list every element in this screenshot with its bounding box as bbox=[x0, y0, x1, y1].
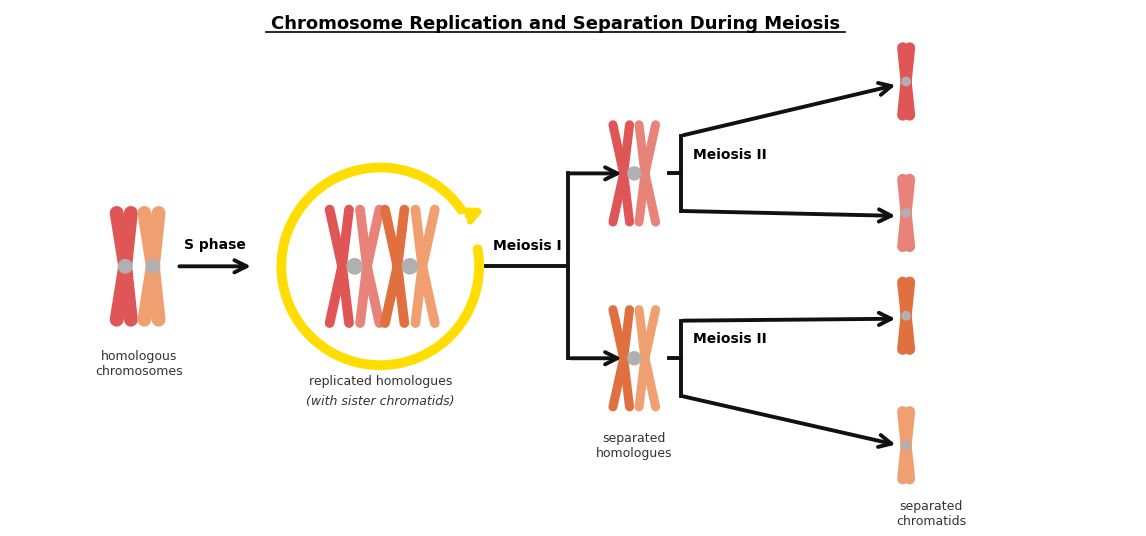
Text: replicated homologues: replicated homologues bbox=[308, 375, 452, 388]
Text: Meiosis II: Meiosis II bbox=[692, 147, 767, 161]
Text: homologous
chromosomes: homologous chromosomes bbox=[95, 351, 183, 378]
Circle shape bbox=[902, 311, 910, 320]
Text: Chromosome Replication and Separation During Meiosis: Chromosome Replication and Separation Du… bbox=[270, 15, 840, 33]
Circle shape bbox=[146, 259, 159, 273]
Circle shape bbox=[902, 209, 910, 217]
Circle shape bbox=[628, 167, 641, 180]
Text: Meiosis I: Meiosis I bbox=[493, 240, 562, 254]
Text: separated
homologues: separated homologues bbox=[596, 433, 673, 460]
Text: S phase: S phase bbox=[185, 239, 246, 252]
Circle shape bbox=[902, 77, 910, 86]
Circle shape bbox=[118, 259, 132, 273]
Circle shape bbox=[902, 441, 910, 450]
Text: separated
chromatids: separated chromatids bbox=[896, 500, 966, 527]
Text: (with sister chromatids): (with sister chromatids) bbox=[306, 395, 455, 408]
Text: Meiosis II: Meiosis II bbox=[692, 332, 767, 346]
Circle shape bbox=[347, 259, 362, 274]
Circle shape bbox=[628, 352, 641, 365]
Circle shape bbox=[402, 259, 417, 274]
